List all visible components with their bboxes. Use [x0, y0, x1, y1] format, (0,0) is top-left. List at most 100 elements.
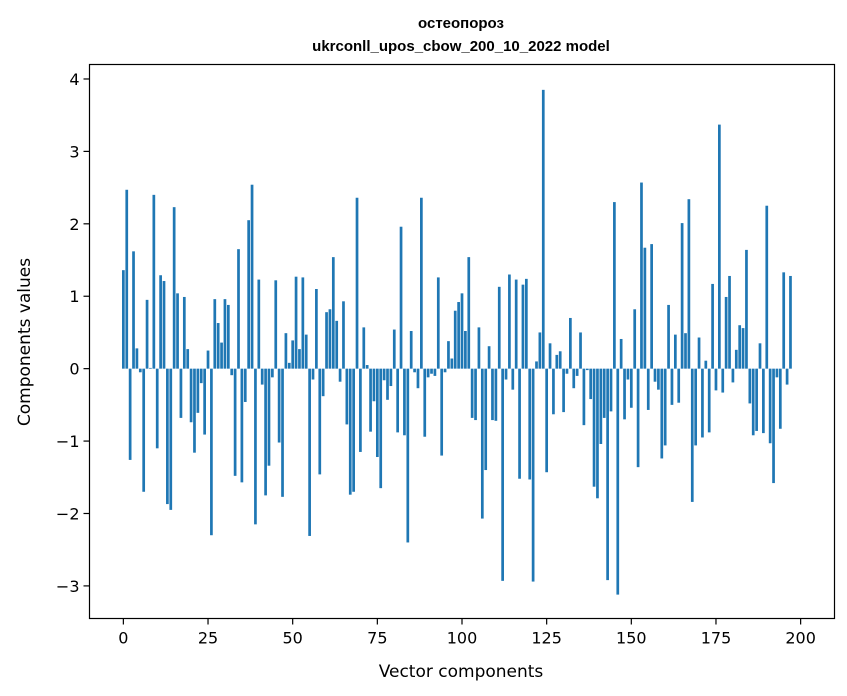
y-tick-label: 1 [69, 287, 79, 306]
bar-47 [281, 368, 284, 497]
bar-108 [487, 346, 491, 369]
bar-158 [657, 368, 660, 390]
bar-series [122, 89, 792, 595]
bar-98 [453, 310, 457, 369]
bar-89 [423, 368, 427, 437]
bar-86 [413, 368, 416, 373]
y-axis-ticks: −3 −2 −1 0 1 2 3 4 [56, 70, 90, 596]
y-tick-label: 4 [69, 70, 79, 89]
bar-171 [701, 368, 704, 438]
bar-162 [670, 368, 674, 405]
bar-60 [325, 312, 328, 369]
bar-45 [274, 280, 278, 369]
bar-84 [406, 368, 410, 543]
bar-175 [714, 368, 718, 391]
bar-68 [352, 368, 355, 492]
bar-144 [609, 368, 613, 412]
bar-155 [646, 368, 650, 410]
x-tick-label: 0 [118, 629, 128, 648]
bar-25 [206, 350, 210, 369]
bar-121 [531, 368, 535, 582]
bar-140 [596, 368, 599, 499]
bar-166 [684, 333, 687, 369]
bar-57 [315, 289, 318, 369]
bar-1 [125, 189, 129, 369]
bar-12 [162, 281, 166, 369]
bar-128 [555, 354, 559, 369]
bar-78 [386, 368, 389, 400]
bar-54 [304, 334, 308, 369]
bar-40 [257, 279, 261, 369]
bar-125 [545, 368, 549, 473]
bar-117 [518, 368, 521, 479]
y-tick-label: −3 [56, 577, 80, 596]
bar-46 [277, 368, 281, 443]
bar-152 [636, 368, 640, 468]
y-tick-label: 2 [69, 215, 79, 234]
bar-123 [538, 332, 542, 369]
bar-55 [308, 368, 311, 536]
bar-65 [342, 301, 345, 369]
bar-94 [440, 368, 444, 456]
bar-52 [298, 349, 301, 369]
bar-149 [626, 368, 630, 380]
bar-118 [521, 284, 525, 369]
bar-130 [562, 368, 565, 413]
bar-79 [389, 368, 393, 387]
bar-157 [653, 368, 657, 382]
bar-38 [250, 184, 254, 369]
bar-51 [294, 276, 298, 369]
bar-35 [240, 368, 244, 483]
bar-22 [196, 368, 200, 413]
bar-49 [287, 362, 291, 369]
bar-41 [260, 368, 264, 385]
bar-72 [365, 365, 369, 369]
bar-132 [569, 317, 572, 369]
bar-34 [237, 249, 240, 369]
bar-141 [599, 368, 603, 444]
bar-153 [640, 182, 643, 369]
bar-9 [152, 194, 156, 369]
bar-75 [375, 368, 379, 458]
bar-13 [166, 368, 169, 505]
bar-131 [565, 368, 569, 374]
bar-50 [291, 340, 295, 369]
y-tick-label: 0 [69, 360, 79, 379]
bar-110 [494, 368, 498, 421]
bar-168 [690, 368, 694, 502]
bar-2 [128, 368, 132, 460]
bar-96 [447, 341, 450, 369]
bar-37 [247, 220, 251, 369]
bar-10 [155, 368, 159, 449]
bar-139 [592, 368, 596, 487]
bar-17 [179, 368, 183, 418]
bar-154 [643, 247, 647, 369]
bar-0 [122, 270, 125, 369]
bar-188 [758, 343, 762, 369]
bar-53 [301, 277, 305, 369]
bar-138 [589, 368, 593, 400]
bar-82 [399, 226, 403, 369]
x-tick-label: 75 [367, 629, 387, 648]
bar-77 [382, 368, 386, 381]
bar-33 [233, 368, 237, 476]
bar-145 [613, 202, 616, 369]
bar-7 [145, 299, 149, 369]
bar-39 [254, 368, 257, 525]
bar-24 [203, 368, 206, 435]
bar-191 [768, 368, 772, 444]
bar-111 [497, 286, 501, 369]
bar-165 [680, 223, 684, 369]
bar-151 [633, 309, 637, 369]
bar-6 [142, 368, 146, 492]
bar-21 [193, 368, 196, 453]
bar-70 [359, 368, 362, 452]
bar-99 [457, 302, 460, 369]
bar-85 [409, 331, 413, 369]
bar-14 [169, 368, 173, 510]
bar-169 [694, 368, 698, 446]
bar-147 [619, 338, 623, 369]
bar-181 [734, 349, 738, 369]
bar-104 [474, 368, 477, 421]
